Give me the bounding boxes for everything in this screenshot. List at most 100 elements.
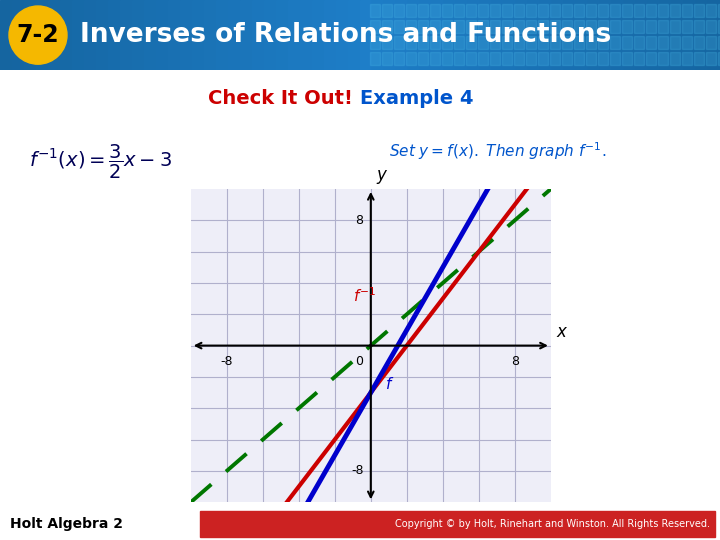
Bar (312, 0, 325, 70)
Bar (706, 36, 716, 49)
Bar (670, 20, 680, 33)
Bar (394, 52, 404, 65)
Bar (478, 20, 488, 33)
Bar (144, 0, 157, 70)
Bar (490, 4, 500, 17)
Bar (490, 52, 500, 65)
Bar (598, 36, 608, 49)
Bar (430, 20, 440, 33)
Bar (526, 36, 536, 49)
Bar (480, 0, 493, 70)
Bar (382, 20, 392, 33)
Bar (84, 0, 97, 70)
Bar (60, 0, 73, 70)
Bar (456, 0, 469, 70)
Bar (432, 0, 445, 70)
Bar (658, 36, 668, 49)
Bar (658, 4, 668, 17)
Ellipse shape (9, 6, 67, 64)
Bar (468, 0, 481, 70)
Bar (526, 52, 536, 65)
Bar (622, 36, 632, 49)
Text: 8: 8 (356, 214, 364, 227)
Bar (588, 0, 601, 70)
Bar (504, 0, 517, 70)
Bar (502, 36, 512, 49)
Bar (406, 20, 416, 33)
Bar (406, 4, 416, 17)
Bar (694, 52, 704, 65)
Bar (384, 0, 397, 70)
Bar (670, 36, 680, 49)
Text: Check It Out!: Check It Out! (208, 89, 360, 108)
Bar (694, 4, 704, 17)
Bar (550, 52, 560, 65)
Bar (634, 36, 644, 49)
Bar (156, 0, 169, 70)
Bar (646, 52, 656, 65)
Bar (610, 36, 620, 49)
Bar (670, 52, 680, 65)
Bar (586, 4, 596, 17)
Bar (634, 52, 644, 65)
Bar (514, 36, 524, 49)
Bar (348, 0, 361, 70)
Bar (514, 52, 524, 65)
Bar (624, 0, 637, 70)
Bar (418, 36, 428, 49)
Bar (586, 36, 596, 49)
Bar (394, 20, 404, 33)
Bar (538, 52, 548, 65)
Bar (466, 4, 476, 17)
Bar (574, 4, 584, 17)
Bar (502, 20, 512, 33)
Bar (574, 20, 584, 33)
Bar (648, 0, 661, 70)
Bar (636, 0, 649, 70)
Bar (562, 36, 572, 49)
Bar (370, 20, 380, 33)
Bar (696, 0, 709, 70)
Bar (360, 0, 373, 70)
Bar (586, 20, 596, 33)
Text: y: y (376, 166, 386, 184)
Text: -8: -8 (351, 464, 364, 477)
Bar (660, 0, 673, 70)
Bar (394, 36, 404, 49)
Bar (538, 20, 548, 33)
Bar (706, 4, 716, 17)
Text: $f^{-1}$: $f^{-1}$ (353, 286, 376, 305)
Bar (216, 0, 229, 70)
Bar (12, 0, 25, 70)
Bar (454, 4, 464, 17)
Text: Copyright © by Holt, Rinehart and Winston. All Rights Reserved.: Copyright © by Holt, Rinehart and Winsto… (395, 519, 710, 529)
Bar (406, 52, 416, 65)
Text: x: x (556, 323, 566, 341)
Bar (610, 4, 620, 17)
Text: $\mathit{Set\ y = f(x).\ Then\ graph\ f^{-1}.}$: $\mathit{Set\ y = f(x).\ Then\ graph\ f^… (389, 140, 606, 162)
Bar (466, 20, 476, 33)
Bar (682, 4, 692, 17)
Bar (694, 20, 704, 33)
Bar (108, 0, 121, 70)
Bar (550, 36, 560, 49)
Text: $f$: $f$ (385, 376, 395, 393)
Bar (264, 0, 277, 70)
Bar (442, 4, 452, 17)
Bar (200, 511, 715, 537)
Bar (228, 0, 241, 70)
Bar (430, 52, 440, 65)
Bar (670, 4, 680, 17)
Bar (550, 20, 560, 33)
Bar (406, 36, 416, 49)
Bar (442, 20, 452, 33)
Bar (382, 36, 392, 49)
Text: Inverses of Relations and Functions: Inverses of Relations and Functions (80, 22, 611, 48)
Bar (132, 0, 145, 70)
Bar (598, 52, 608, 65)
Bar (562, 20, 572, 33)
Bar (394, 4, 404, 17)
Bar (646, 4, 656, 17)
Bar (120, 0, 133, 70)
Bar (526, 20, 536, 33)
